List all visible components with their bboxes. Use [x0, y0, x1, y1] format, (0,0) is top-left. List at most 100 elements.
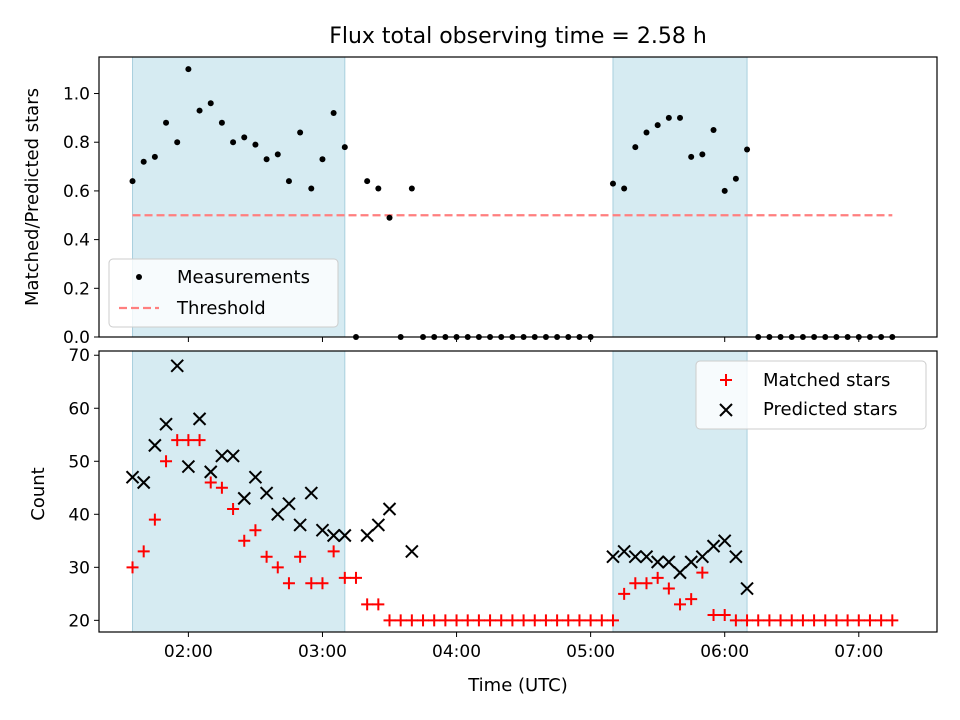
predicted-star-point [159, 417, 173, 431]
bottom-y-tick-label: 30 [68, 558, 90, 578]
predicted-star-point [371, 518, 386, 532]
predicted-star-point [237, 491, 251, 506]
measurement-point [330, 110, 337, 116]
matched-star-point [618, 587, 631, 600]
top-y-tick-label: 0.8 [63, 133, 90, 153]
top-y-tick-label: 0.4 [63, 231, 90, 251]
matched-star-point [294, 550, 307, 563]
matched-star-point [774, 614, 787, 627]
measurement-point [207, 100, 214, 107]
bottom-y-tick-label: 20 [68, 611, 90, 631]
predicted-star-point [304, 486, 319, 500]
matched-star-point [506, 614, 519, 627]
matched-star-point [606, 614, 619, 627]
bottom-y-tick-label: 50 [68, 452, 90, 472]
bottom-legend: Matched stars Predicted stars [695, 360, 927, 430]
measurement-point [274, 151, 281, 158]
matched-star-point [160, 455, 173, 468]
predicted-star-point [360, 528, 374, 543]
measurement-point [263, 156, 270, 163]
matched-star-point [204, 476, 217, 489]
measurement-point [218, 119, 225, 126]
matched-star-point [819, 614, 832, 627]
matched-star-point [662, 582, 675, 595]
measurement-point [196, 107, 203, 114]
top-y-tick-label: 1.0 [63, 85, 90, 105]
matched-star-point [785, 614, 798, 627]
predicted-star-point [338, 528, 352, 543]
predicted-star-point [226, 449, 240, 463]
predicted-star-point [204, 465, 218, 479]
predicted-star-point [695, 550, 710, 564]
predicted-star-point [259, 486, 274, 500]
matched-star-point [551, 614, 564, 627]
matched-star-point [674, 598, 687, 611]
matched-star-point [171, 434, 184, 447]
matched-star-point [126, 561, 139, 574]
predicted-star-point [192, 412, 207, 426]
measurement-point [665, 114, 672, 121]
predicted-star-point [215, 449, 229, 463]
top-y-axis-label: Matched/Predicted stars [22, 88, 43, 306]
matched-star-point [685, 593, 698, 606]
matched-star-point [405, 614, 418, 627]
legend-threshold-label: Threshold [176, 298, 266, 319]
measurement-point [140, 158, 147, 165]
predicted-star-point [628, 550, 643, 564]
measurement-point [721, 187, 728, 194]
matched-star-point [841, 614, 854, 627]
measurement-point [252, 141, 259, 148]
bottom-plot-frame [98, 350, 938, 633]
legend-predicted-label: Predicted stars [763, 399, 897, 420]
matched-star-point [349, 571, 362, 584]
measurement-point [744, 146, 751, 153]
matched-star-point [863, 614, 876, 627]
measurement-point [364, 178, 371, 185]
matched-star-point [260, 550, 273, 563]
top-y-tick-label: 0.2 [63, 279, 90, 299]
measurement-point [230, 139, 237, 146]
matched-star-point [215, 481, 228, 494]
matched-star-point [461, 614, 474, 627]
x-tick-label: 06:00 [700, 642, 749, 662]
measurement-point [241, 134, 248, 141]
legend-measurements-label: Measurements [177, 267, 310, 288]
measurement-point [185, 66, 192, 73]
predicted-star-point [293, 518, 307, 532]
bottom-y-axis-label: Count [28, 467, 49, 520]
top-y-tick-label: 0.6 [63, 182, 90, 202]
matched-star-point [227, 502, 240, 515]
measurement-point [129, 178, 136, 185]
measurement-point [386, 214, 393, 221]
predicted-star-point [706, 539, 721, 553]
measurement-point [632, 144, 639, 151]
predicted-star-point [170, 359, 184, 373]
predicted-star-point [606, 550, 620, 564]
measurement-point [710, 127, 717, 134]
predicted-star-point [148, 438, 162, 453]
predicted-star-point [315, 523, 330, 537]
matched-star-point [193, 434, 206, 447]
top-y-tick-label: 0.0 [63, 328, 90, 348]
x-tick-label: 02:00 [164, 642, 213, 662]
matched-star-point [852, 614, 865, 627]
matched-star-point [886, 614, 899, 627]
top-legend-box [108, 258, 339, 328]
matched-star-point [584, 614, 597, 627]
matched-star-point [316, 577, 329, 590]
matched-star-point [718, 609, 731, 622]
measurement-point [688, 153, 695, 160]
matched-star-point [282, 577, 295, 590]
top-plot-frame [98, 56, 938, 338]
top-legend: Measurements Threshold [108, 258, 339, 328]
predicted-star-point [125, 470, 140, 484]
matched-star-point [372, 598, 385, 611]
legend-predicted-marker [719, 403, 733, 417]
top-shaded-interval-1 [612, 56, 748, 338]
bottom-y-tick-label: 40 [68, 505, 90, 525]
measurement-point [308, 185, 315, 192]
x-tick-label: 03:00 [298, 642, 347, 662]
matched-star-point [830, 614, 843, 627]
measurement-point [699, 151, 706, 158]
legend-matched-marker [720, 374, 732, 386]
